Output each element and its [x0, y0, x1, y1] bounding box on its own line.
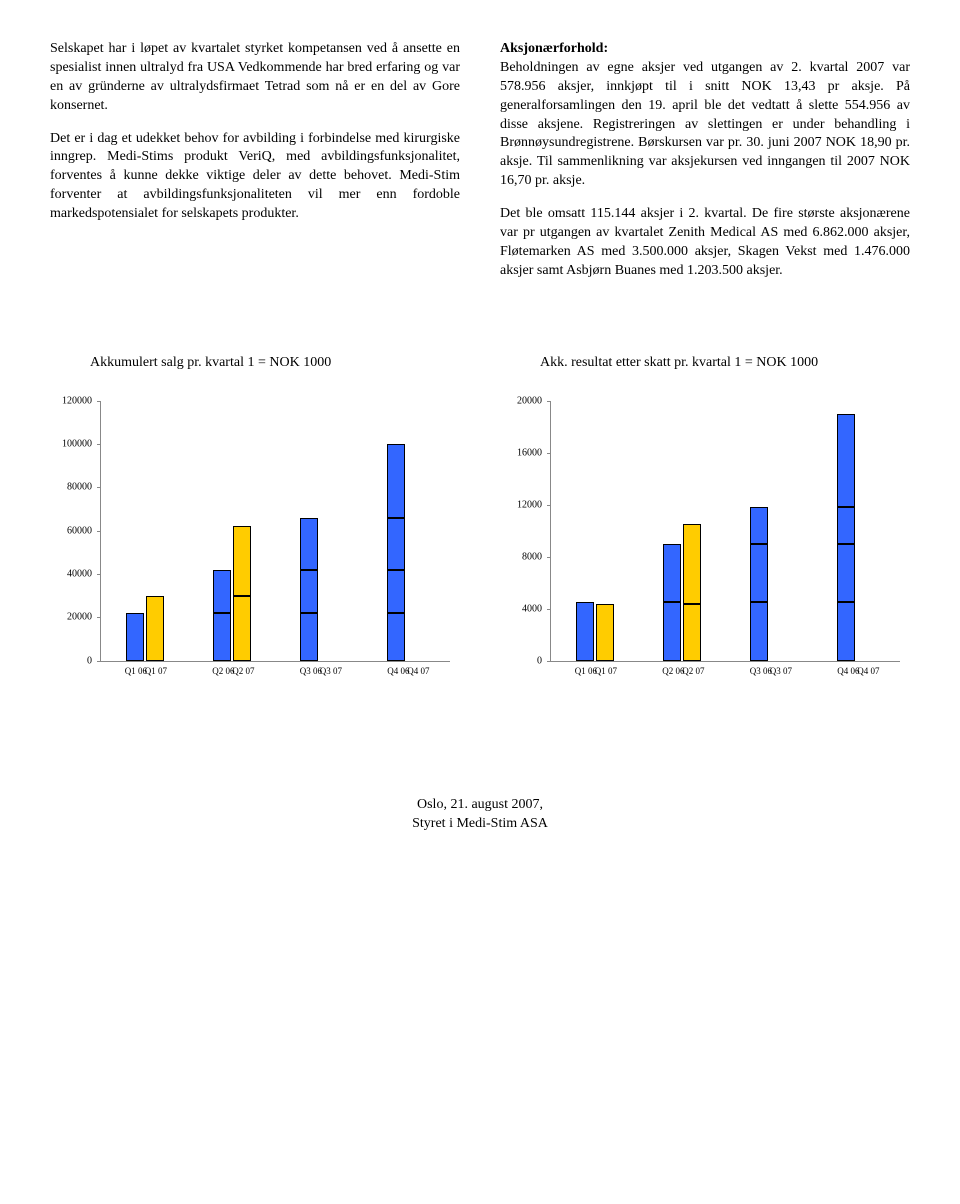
bar-segment	[683, 524, 701, 603]
bar	[300, 518, 318, 661]
bar-group	[276, 518, 363, 661]
y-tick-label: 8000	[522, 551, 542, 562]
x-tick-label: Q1 07	[145, 666, 163, 676]
bar-segment	[750, 544, 768, 603]
chart-2: Akk. resultat etter skatt pr. kvartal 1 …	[500, 355, 910, 676]
bar	[213, 570, 231, 661]
bar	[837, 414, 855, 661]
y-tick-label: 12000	[517, 499, 542, 510]
left-p2: Det er i dag et udekket behov for avbild…	[50, 130, 460, 224]
right-p2: Det ble omsatt 115.144 aksjer i 2. kvart…	[500, 205, 910, 281]
bar	[683, 524, 701, 660]
bar-segment	[213, 613, 231, 661]
x-tick-label: Q3 06	[750, 666, 768, 676]
bar-segment	[663, 602, 681, 661]
bar-segment	[233, 596, 251, 661]
y-tick-label: 0	[87, 655, 92, 666]
right-column: Aksjonærforhold: Beholdningen av egne aks…	[500, 40, 910, 295]
bar-segment	[837, 414, 855, 508]
chart-1-title: Akkumulert salg pr. kvartal 1 = NOK 1000	[50, 355, 460, 371]
bar-segment	[837, 602, 855, 661]
bar-group	[363, 444, 450, 661]
x-tick-label: Q2 07	[232, 666, 250, 676]
chart-1-xaxis: Q1 06Q1 07 Q2 06Q2 07 Q3 06Q3 07 Q4 06Q4 07	[100, 666, 450, 676]
left-p1: Selskapet har i løpet av kvartalet styrk…	[50, 40, 460, 116]
bar	[596, 604, 614, 661]
bar-group	[551, 602, 638, 661]
bar	[663, 544, 681, 661]
charts-row: Akkumulert salg pr. kvartal 1 = NOK 1000…	[50, 355, 910, 676]
y-tick-label: 20000	[67, 612, 92, 623]
chart-2-title: Akk. resultat etter skatt pr. kvartal 1 …	[500, 355, 910, 371]
footer-line-1: Oslo, 21. august 2007,	[50, 796, 910, 815]
x-tick-label: Q4 06	[837, 666, 855, 676]
bar	[233, 526, 251, 660]
bar-segment	[387, 444, 405, 518]
bar-segment	[387, 570, 405, 613]
bar-segment	[750, 602, 768, 661]
y-tick-label: 20000	[517, 395, 542, 406]
left-column: Selskapet har i løpet av kvartalet styrk…	[50, 40, 460, 295]
bar-group	[638, 524, 725, 660]
footer-line-2: Styret i Medi-Stim ASA	[50, 815, 910, 834]
bar-segment	[596, 604, 614, 661]
x-tick-label: Q2 06	[212, 666, 230, 676]
chart-2-xaxis: Q1 06Q1 07 Q2 06Q2 07 Q3 06Q3 07 Q4 06Q4 07	[550, 666, 900, 676]
y-tick-label: 100000	[62, 439, 92, 450]
x-tick-label: Q4 07	[857, 666, 875, 676]
right-heading-block: Aksjonærforhold: Beholdningen av egne aks…	[500, 40, 910, 191]
x-tick-label: Q4 06	[387, 666, 405, 676]
footer: Oslo, 21. august 2007, Styret i Medi-Sti…	[50, 796, 910, 834]
bar-segment	[300, 518, 318, 570]
bar-segment	[146, 596, 164, 661]
right-p1: Beholdningen av egne aksjer ved utgangen…	[500, 60, 910, 188]
chart-2-plot: 040008000120001600020000	[550, 401, 900, 662]
bar-segment	[387, 613, 405, 661]
bar-segment	[126, 613, 144, 661]
bar-segment	[837, 544, 855, 603]
bar-group	[813, 414, 900, 661]
y-tick-label: 60000	[67, 525, 92, 536]
x-tick-label: Q3 07	[770, 666, 788, 676]
x-tick-label: Q4 07	[407, 666, 425, 676]
x-tick-label: Q2 06	[662, 666, 680, 676]
bar-segment	[300, 613, 318, 661]
y-tick-label: 0	[537, 655, 542, 666]
chart-1: Akkumulert salg pr. kvartal 1 = NOK 1000…	[50, 355, 460, 676]
bar-group	[101, 596, 188, 661]
bar-segment	[213, 570, 231, 613]
chart-1-plot: 020000400006000080000100000120000	[100, 401, 450, 662]
bar-segment	[837, 507, 855, 543]
bar	[126, 613, 144, 661]
bar-group	[188, 526, 275, 660]
bar-segment	[387, 518, 405, 570]
y-tick-label: 80000	[67, 482, 92, 493]
x-tick-label: Q1 07	[595, 666, 613, 676]
bar	[750, 507, 768, 660]
y-tick-label: 4000	[522, 603, 542, 614]
x-tick-label: Q1 06	[575, 666, 593, 676]
bar-segment	[233, 526, 251, 595]
bar-group	[726, 507, 813, 660]
bar-segment	[683, 604, 701, 661]
bar-segment	[300, 570, 318, 613]
bar	[387, 444, 405, 661]
text-columns: Selskapet har i løpet av kvartalet styrk…	[50, 40, 910, 295]
x-tick-label: Q1 06	[125, 666, 143, 676]
y-tick-label: 40000	[67, 569, 92, 580]
y-tick-label: 16000	[517, 447, 542, 458]
bar-segment	[750, 507, 768, 543]
bar-segment	[576, 602, 594, 661]
x-tick-label: Q2 07	[682, 666, 700, 676]
x-tick-label: Q3 07	[320, 666, 338, 676]
bar	[146, 596, 164, 661]
bar-segment	[663, 544, 681, 603]
right-heading: Aksjonærforhold:	[500, 41, 608, 56]
x-tick-label: Q3 06	[300, 666, 318, 676]
bar	[576, 602, 594, 661]
y-tick-label: 120000	[62, 395, 92, 406]
